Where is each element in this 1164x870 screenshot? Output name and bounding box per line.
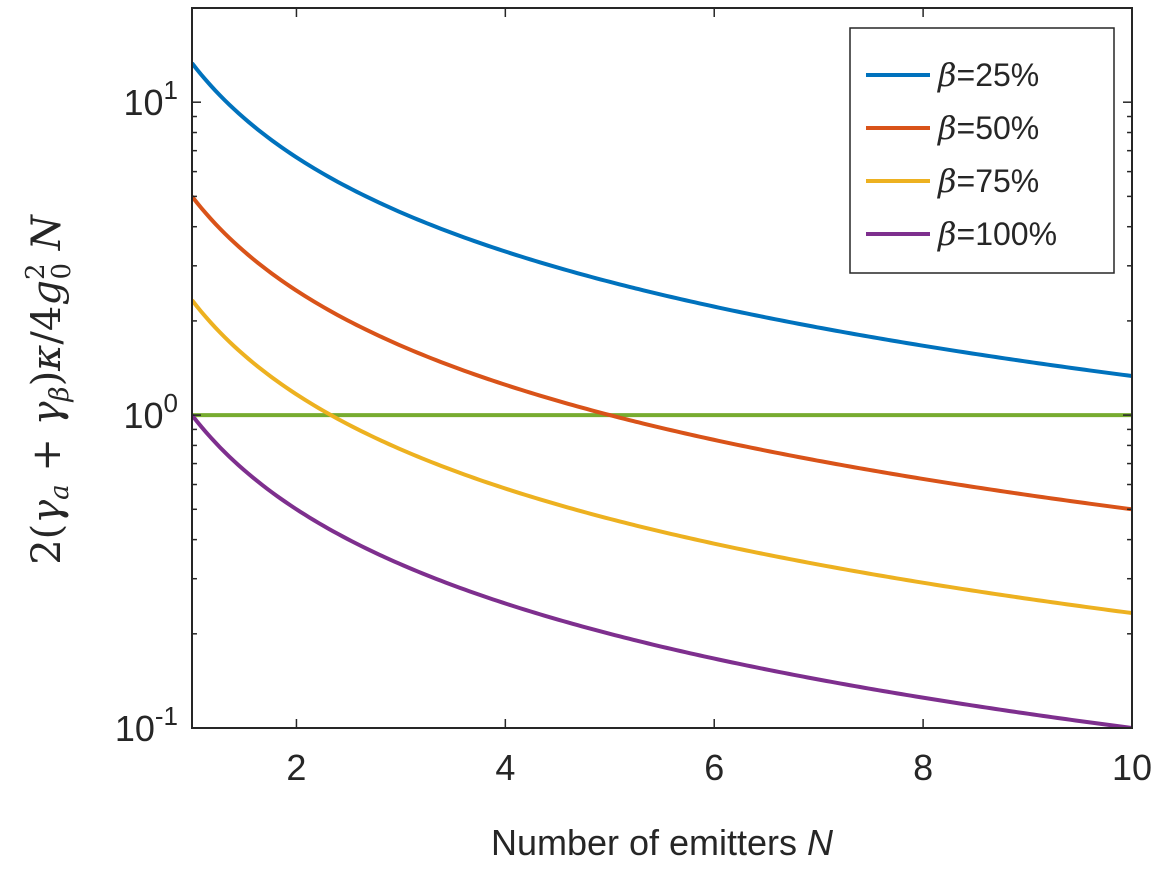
legend-label-4: β=100% bbox=[937, 215, 1057, 253]
x-tick-label: 2 bbox=[286, 747, 306, 788]
x-tick-label: 8 bbox=[913, 747, 933, 788]
series-line-1 bbox=[192, 61, 1132, 379]
legend: β=25% β=50% β=75% β=100% bbox=[849, 27, 1115, 274]
legend-label-3: β=75% bbox=[937, 162, 1039, 200]
legend-label-2: β=50% bbox=[937, 109, 1039, 147]
x-tick-label: 6 bbox=[704, 747, 724, 788]
x-tick-label: 10 bbox=[1112, 747, 1152, 788]
y-tick-label: 100 bbox=[123, 388, 178, 436]
svg-text:2(γa + γβ)κ/4g20 N: 2(γa + γβ)κ/4g20 N bbox=[21, 213, 77, 565]
y-axis-label: 2(γa + γβ)κ/4g20 N bbox=[21, 213, 77, 565]
series-line-2 bbox=[192, 195, 1132, 512]
legend-label-1: β=25% bbox=[937, 56, 1039, 94]
series-group bbox=[192, 61, 1132, 728]
series-line-3 bbox=[192, 298, 1132, 616]
ticks: 2 4 6 8 10 10-1 100 101 bbox=[115, 7, 1152, 788]
x-tick-label: 4 bbox=[495, 747, 515, 788]
axes-box bbox=[191, 7, 1133, 729]
y-tick-label: 10-1 bbox=[115, 701, 178, 749]
y-tick-label: 101 bbox=[123, 75, 178, 123]
series-line-4 bbox=[192, 413, 1132, 728]
x-axis-label: Number of emitters N bbox=[491, 822, 834, 863]
plot-area bbox=[192, 61, 1132, 728]
